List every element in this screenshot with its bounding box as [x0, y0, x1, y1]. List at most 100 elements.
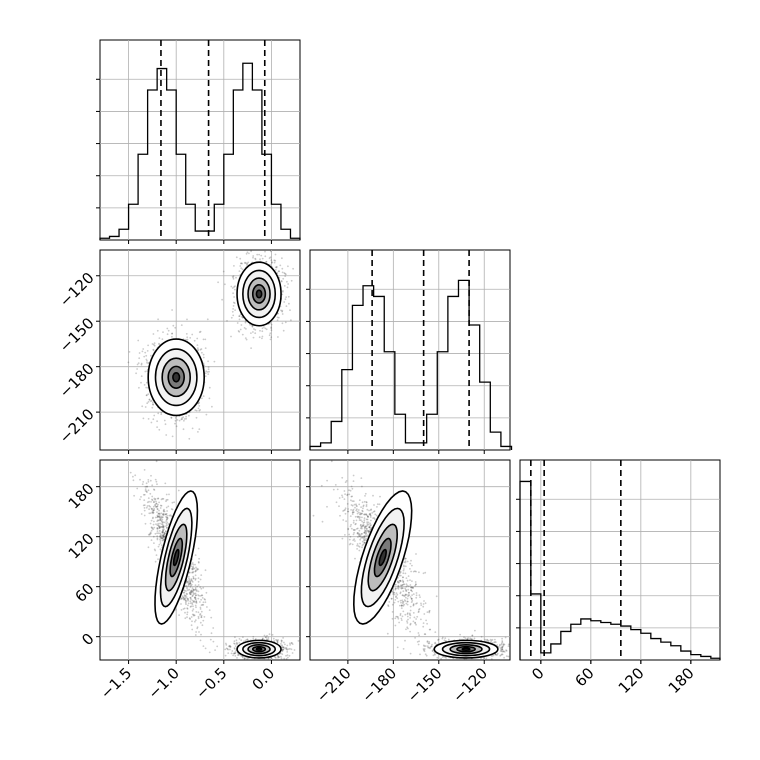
sample-point	[284, 272, 286, 275]
sample-point	[191, 427, 194, 430]
sample-point	[150, 354, 152, 357]
sample-point	[132, 475, 134, 478]
sample-point	[416, 615, 419, 618]
sample-point	[156, 538, 159, 541]
sample-point	[342, 519, 345, 521]
sample-point	[281, 309, 284, 312]
sample-point	[187, 602, 190, 605]
sample-point	[147, 401, 150, 403]
sample-point	[150, 501, 152, 503]
sample-point	[202, 645, 205, 647]
sample-point	[412, 612, 415, 614]
sample-point	[214, 649, 217, 651]
sample-point	[151, 401, 154, 404]
sample-point	[153, 489, 156, 491]
sample-point	[191, 628, 194, 631]
sample-point	[411, 580, 413, 582]
sample-point	[275, 265, 278, 268]
sample-point	[359, 542, 361, 545]
sample-point	[156, 527, 159, 529]
histogram-p2	[516, 459, 721, 664]
sample-point	[166, 526, 168, 529]
sample-point	[189, 337, 192, 339]
panel-frame	[519, 459, 721, 661]
sample-point	[246, 263, 249, 265]
sample-point	[161, 338, 164, 341]
sample-point	[252, 256, 254, 259]
sample-point	[402, 587, 404, 590]
sample-point	[282, 637, 284, 639]
sample-point	[270, 323, 273, 326]
sample-point	[253, 328, 255, 330]
sample-point	[232, 654, 235, 657]
sample-point	[183, 597, 186, 600]
sample-point	[221, 298, 224, 301]
sample-point	[234, 636, 236, 639]
sample-point	[283, 301, 286, 303]
sample-point	[165, 500, 167, 503]
sample-point	[260, 254, 263, 257]
sample-point	[148, 500, 151, 503]
sample-point	[183, 418, 186, 420]
sample-point	[422, 572, 425, 575]
sample-point	[200, 587, 203, 590]
sample-point	[159, 532, 162, 535]
sample-point	[159, 519, 162, 521]
sample-point	[280, 655, 282, 658]
sample-point	[162, 514, 165, 516]
sample-point	[402, 590, 405, 593]
sample-point	[230, 285, 233, 288]
sample-point	[137, 339, 140, 342]
sample-point	[194, 409, 197, 411]
sample-point	[425, 619, 427, 622]
sample-point	[160, 512, 163, 515]
sample-point	[177, 489, 180, 492]
sample-point	[151, 406, 154, 409]
panel-frame	[99, 39, 301, 241]
sample-point	[238, 638, 241, 640]
sample-point	[151, 495, 154, 498]
sample-point	[140, 381, 142, 384]
sample-point	[258, 253, 260, 256]
sample-point	[201, 594, 204, 597]
sample-point	[274, 259, 277, 262]
sample-point	[173, 501, 176, 504]
sample-point	[234, 643, 236, 645]
sample-point	[198, 428, 201, 430]
sample-point	[198, 409, 201, 412]
sample-point	[156, 520, 159, 523]
sample-point	[244, 261, 246, 264]
sample-point	[254, 332, 257, 335]
sample-point	[204, 372, 207, 375]
sample-point	[200, 610, 203, 613]
sample-point	[245, 338, 248, 341]
sample-point	[152, 343, 155, 346]
sample-point	[354, 557, 356, 560]
sample-point	[170, 515, 173, 518]
density-contour	[255, 289, 263, 299]
sample-point	[162, 526, 165, 529]
sample-point	[186, 597, 189, 600]
sample-point	[202, 353, 205, 356]
sample-point	[289, 309, 291, 311]
sample-point	[348, 538, 351, 541]
sample-point	[233, 265, 235, 267]
sample-point	[147, 497, 150, 499]
sample-point	[287, 648, 290, 650]
sample-point	[252, 635, 255, 638]
sample-point	[283, 272, 286, 274]
sample-point	[185, 592, 188, 595]
sample-point	[154, 516, 157, 519]
histogram-p0	[96, 39, 301, 244]
sample-point	[148, 398, 151, 401]
sample-point	[156, 329, 159, 332]
sample-point	[278, 656, 281, 659]
sample-point	[149, 479, 152, 482]
sample-point	[191, 609, 194, 612]
sample-point	[281, 313, 284, 315]
sample-point	[197, 348, 200, 351]
sample-point	[351, 511, 354, 514]
sample-point	[156, 511, 158, 513]
sample-point	[195, 409, 198, 412]
sample-point	[264, 636, 267, 639]
